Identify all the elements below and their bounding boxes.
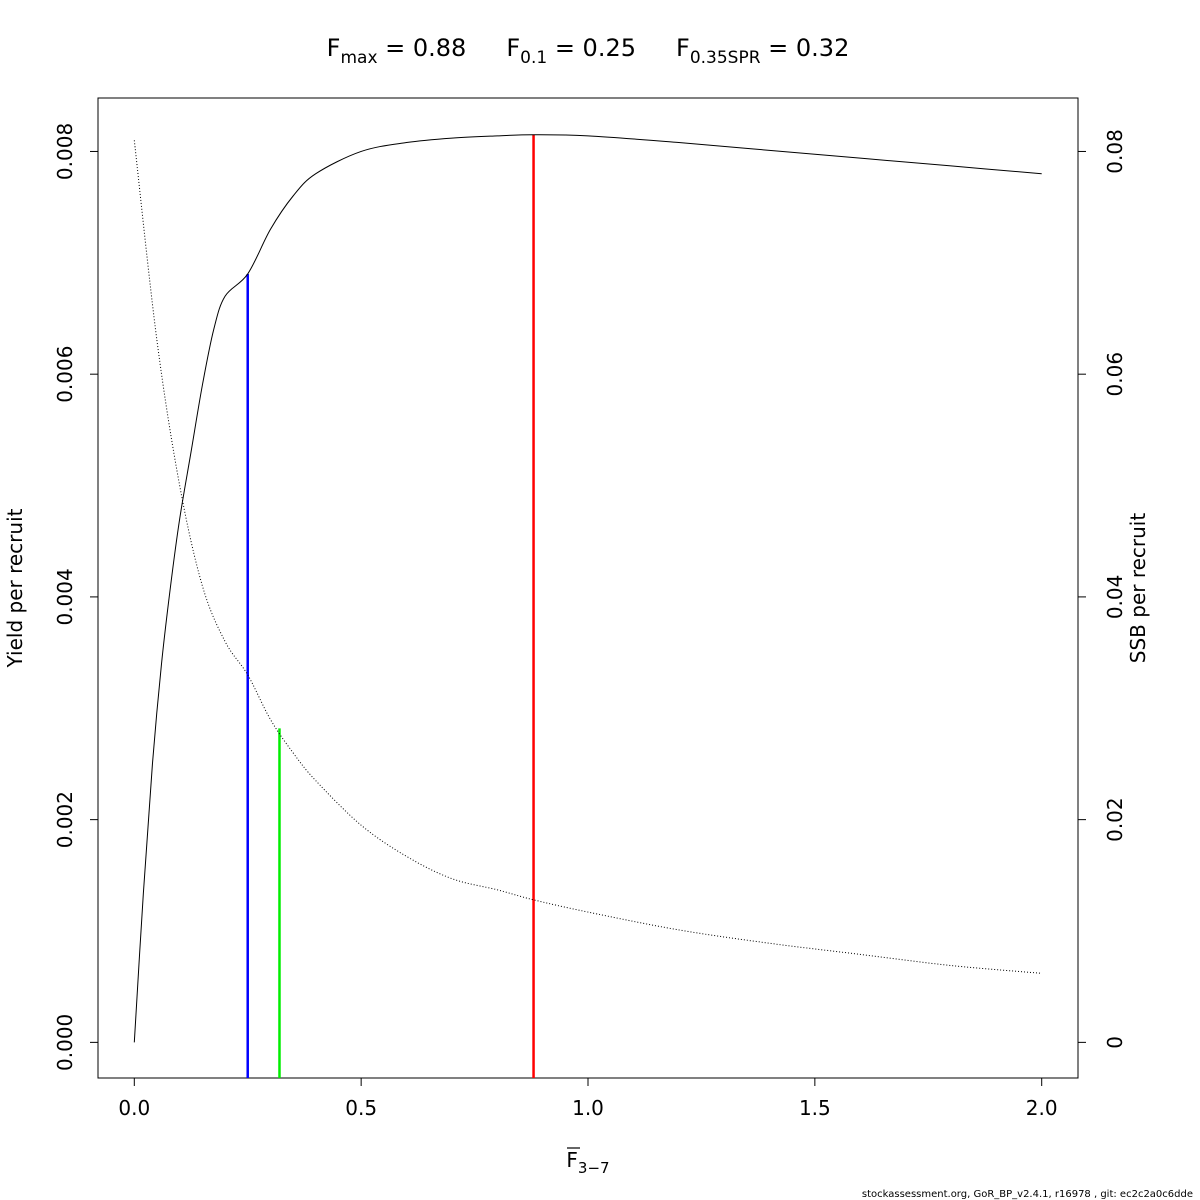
y-axis-right: 0 0.02 0.04 0.06 0.08 <box>1078 129 1127 1049</box>
reference-lines <box>246 134 535 1078</box>
x-axis-label-base: F <box>566 1148 578 1172</box>
title-fspr-base: F <box>676 34 690 62</box>
plot-frame <box>97 97 1079 1079</box>
y-right-tick-label: 0.02 <box>1103 797 1127 842</box>
title-fmax-value: = 0.88 <box>378 34 467 62</box>
footer-credit: stockassessment.org, GoR_BP_v2.4.1, r169… <box>862 1189 1193 1200</box>
title-fmax-sub: max <box>340 48 377 68</box>
y-right-tick-label: 0 <box>1103 1036 1127 1049</box>
title-f01-sub: 0.1 <box>520 48 547 68</box>
svg-text:F3−7: F3−7 <box>566 1148 609 1177</box>
y-tick-label: 0.004 <box>53 568 77 625</box>
y-tick-label: 0.002 <box>53 791 77 848</box>
x-tick-label: 0.5 <box>345 1096 377 1120</box>
y-right-tick-label: 0.04 <box>1103 575 1127 620</box>
x-axis-label-sub: 3−7 <box>578 1159 610 1177</box>
y-axis-label-right: SSB per recruit <box>1126 513 1150 664</box>
x-tick-label: 2.0 <box>1026 1096 1058 1120</box>
ssb-per-recruit-curve <box>133 140 1042 974</box>
y-right-tick-label: 0.08 <box>1103 129 1127 174</box>
x-tick-label: 0.0 <box>118 1096 150 1120</box>
title-f01-value: = 0.25 <box>547 34 636 62</box>
y-tick-label: 0.006 <box>53 346 77 403</box>
y-axis-left: 0.000 0.002 0.004 0.006 0.008 <box>53 123 98 1071</box>
x-tick-label: 1.0 <box>572 1096 604 1120</box>
title-f01-base: F <box>506 34 520 62</box>
y-tick-label: 0.008 <box>53 123 77 180</box>
y-tick-label: 0.000 <box>53 1014 77 1071</box>
x-axis: 0.0 0.5 1.0 1.5 2.0 <box>118 1078 1058 1120</box>
title-fspr-sub: 0.35SPR <box>690 48 761 68</box>
x-tick-label: 1.5 <box>799 1096 831 1120</box>
title-fmax-base: F <box>327 34 341 62</box>
y-right-tick-label: 0.06 <box>1103 352 1127 397</box>
yield-per-recruit-curve <box>133 134 1042 1043</box>
chart-title: Fmax = 0.88 F0.1 = 0.25 F0.35SPR = 0.32 <box>327 34 850 68</box>
y-axis-label-left: Yield per recruit <box>3 508 27 668</box>
title-fspr-value: = 0.32 <box>761 34 850 62</box>
x-axis-label: F3−7 <box>566 1147 610 1177</box>
